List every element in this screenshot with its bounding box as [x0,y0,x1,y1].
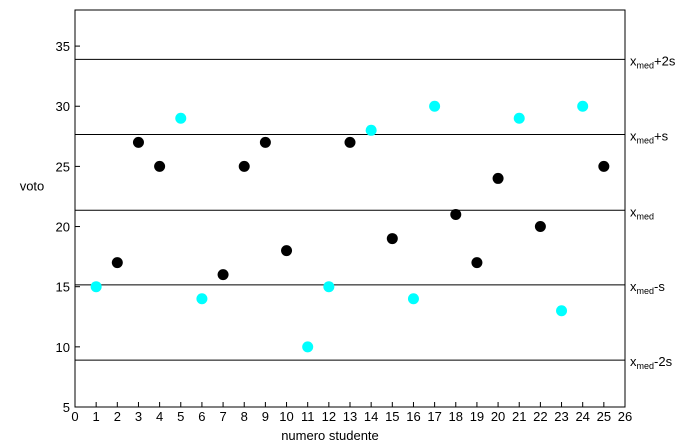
data-point [90,281,102,293]
data-point [450,209,462,221]
x-tick-label: 10 [279,409,293,424]
data-point [598,160,610,172]
x-tick-label: 26 [618,409,632,424]
ref-label-base: x [630,279,637,294]
x-tick-label: 0 [71,409,78,424]
data-point [154,160,166,172]
x-tick-label: 9 [262,409,269,424]
data-point [238,160,250,172]
x-tick-label: 17 [427,409,441,424]
y-tick-label: 10 [56,340,70,355]
ref-label-suffix: -2s [654,354,673,369]
ref-label-base: x [630,53,637,68]
x-tick-label: 19 [470,409,484,424]
axis-ticks: 0 1 2 3 4 5 6 7 8 9 10 11 12 13 14 15 16 17 18 19 20 21 22 23 24… [56,39,633,424]
data-point [259,136,271,148]
data-point [556,305,568,317]
x-tick-label: 14 [364,409,378,424]
plot-frame [74,9,626,408]
data-point [429,100,441,112]
data-point [407,293,419,305]
y-axis-label: voto [20,178,45,193]
x-tick-label: 13 [343,409,357,424]
data-point [217,269,229,281]
reference-line-label: xmed+s [630,129,669,146]
reference-line-label: xmed-2s [630,354,673,371]
ref-label-subscript: med [637,286,655,296]
reference-line-label: xmed-s [630,279,665,296]
x-tick-label: 8 [241,409,248,424]
x-tick-label: 15 [385,409,399,424]
x-tick-label: 18 [449,409,463,424]
data-point [534,221,546,233]
ref-label-subscript: med [637,60,655,70]
ref-label-subscript: med [637,361,655,371]
data-point [365,124,377,136]
x-tick-label: 11 [301,409,315,424]
ref-label-suffix: +2s [654,53,676,68]
y-tick-label: 5 [63,400,70,415]
x-tick-label: 25 [597,409,611,424]
x-tick-label: 5 [177,409,184,424]
ref-label-subscript: med [637,211,655,221]
data-point [196,293,208,305]
x-tick-label: 23 [554,409,568,424]
x-tick-label: 12 [322,409,336,424]
data-point [471,257,483,269]
data-point [323,281,335,293]
data-point [344,136,356,148]
data-points [90,100,610,353]
data-point [386,233,398,245]
data-point [492,172,504,184]
y-tick-label: 15 [56,280,70,295]
y-tick-label: 20 [56,220,70,235]
ref-label-subscript: med [637,136,655,146]
x-tick-label: 3 [135,409,142,424]
x-tick-label: 24 [575,409,589,424]
data-point [132,136,144,148]
x-tick-label: 6 [198,409,205,424]
x-tick-label: 2 [114,409,121,424]
reference-line-label: xmed+2s [630,53,676,70]
y-tick-label: 30 [56,99,70,114]
data-point [513,112,525,124]
x-tick-label: 20 [491,409,505,424]
data-point [111,257,123,269]
reference-line-label: xmed [630,204,654,221]
ref-label-base: x [630,204,637,219]
data-point [577,100,589,112]
ref-label-base: x [630,354,637,369]
x-tick-label: 21 [512,409,526,424]
y-tick-label: 35 [56,39,70,54]
x-tick-label: 7 [219,409,226,424]
x-tick-label: 16 [406,409,420,424]
ref-label-base: x [630,129,637,144]
ref-label-suffix: +s [654,129,669,144]
y-tick-label: 25 [56,159,70,174]
x-tick-label: 4 [156,409,163,424]
x-axis-label: numero studente [281,428,379,443]
data-point [281,245,293,257]
x-tick-label: 22 [533,409,547,424]
data-point [302,341,314,353]
x-tick-label: 1 [93,409,100,424]
data-point [175,112,187,124]
ref-label-suffix: -s [654,279,665,294]
